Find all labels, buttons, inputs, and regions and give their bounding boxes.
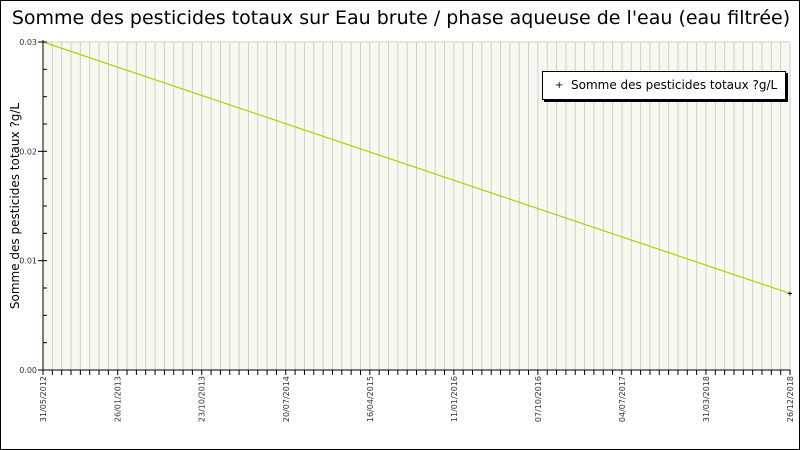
legend: + Somme des pesticides totaux ?g/L (542, 71, 786, 100)
series-line (42, 41, 791, 295)
y-tick-label: 0.01 (19, 257, 37, 266)
y-tick-label: 0.03 (19, 38, 37, 47)
x-tick-label: 07/10/2016 (534, 376, 543, 422)
x-tick-label: 04/07/2017 (618, 376, 627, 422)
legend-label: Somme des pesticides totaux ?g/L (571, 78, 778, 92)
x-tick-label: 16/04/2015 (366, 376, 375, 422)
chart-title: Somme des pesticides totaux sur Eau brut… (11, 7, 791, 29)
x-tick-label: 11/01/2016 (450, 376, 459, 422)
data-point (41, 40, 45, 44)
y-tick-label: 0.02 (19, 147, 37, 156)
y-tick-label: 0.00 (19, 366, 37, 375)
x-tick-label: 26/01/2013 (114, 376, 123, 422)
x-tick-label: 26/12/2018 (786, 376, 795, 422)
x-tick-label: 31/05/2012 (39, 376, 48, 422)
x-tick-label: 23/10/2013 (198, 376, 207, 422)
x-tick-label: 31/03/2018 (702, 376, 711, 422)
x-tick-label: 20/07/2014 (282, 376, 291, 422)
data-point (788, 291, 792, 296)
legend-marker-icon: + (555, 80, 564, 91)
